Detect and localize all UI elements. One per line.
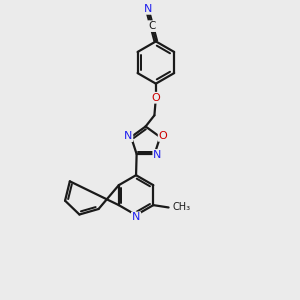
Text: N: N: [153, 150, 162, 160]
Text: C: C: [148, 21, 155, 31]
Text: O: O: [152, 93, 160, 103]
Text: N: N: [124, 131, 132, 141]
Text: CH₃: CH₃: [172, 202, 190, 212]
Text: O: O: [159, 131, 167, 141]
Text: N: N: [144, 4, 152, 14]
Text: N: N: [132, 212, 140, 222]
